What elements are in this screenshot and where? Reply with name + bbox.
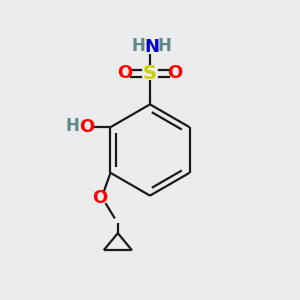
Text: O: O <box>79 118 94 136</box>
Text: O: O <box>167 64 183 82</box>
Text: H: H <box>158 37 172 55</box>
Text: H: H <box>132 37 146 55</box>
Text: O: O <box>117 64 133 82</box>
Text: N: N <box>144 38 159 56</box>
Text: H: H <box>66 117 80 135</box>
Text: O: O <box>92 189 108 207</box>
Text: S: S <box>143 64 157 83</box>
